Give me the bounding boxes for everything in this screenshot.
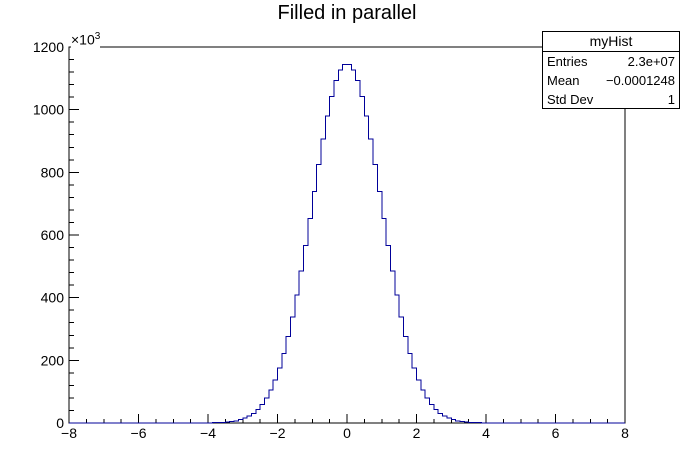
stats-row-entries: Entries 2.3e+07 [543,52,679,71]
x-tick-label: −6 [131,425,147,441]
exponent-power: 3 [94,31,101,42]
y-tick-label: 800 [41,164,65,180]
x-tick-label: 2 [413,425,421,441]
stats-label-stddev: Std Dev [547,92,594,107]
stats-value-stddev: 1 [667,92,675,107]
stats-row-mean: Mean −0.0001248 [543,71,679,90]
x-tick-label: 8 [621,425,629,441]
stats-value-mean: −0.0001248 [605,73,675,88]
x-tick-label: −8 [61,425,77,441]
stats-row-stddev: Std Dev 1 [543,90,679,109]
chart-title: Filled in parallel [277,2,417,24]
y-axis-exponent: ×103 [71,29,101,48]
x-tick-label: −4 [200,425,216,441]
y-tick-label: 1000 [33,102,64,118]
y-tick-label: 1200 [33,39,64,55]
stats-label-entries: Entries [547,54,588,69]
stats-box-title: myHist [543,32,679,52]
x-tick-label: 0 [343,425,351,441]
x-tick-label: 6 [552,425,560,441]
stats-value-entries: 2.3e+07 [627,54,675,69]
y-tick-label: 400 [41,290,65,306]
y-tick-label: 600 [41,227,65,243]
x-tick-label: −2 [270,425,286,441]
stats-box: myHist Entries 2.3e+07 Mean −0.0001248 S… [542,31,680,109]
histogram-line [69,63,625,424]
y-tick-label: 0 [56,415,64,431]
y-tick-label: 200 [41,352,65,368]
exponent-base: ×10 [71,31,95,48]
x-tick-label: 4 [482,425,490,441]
stats-label-mean: Mean [547,73,580,88]
